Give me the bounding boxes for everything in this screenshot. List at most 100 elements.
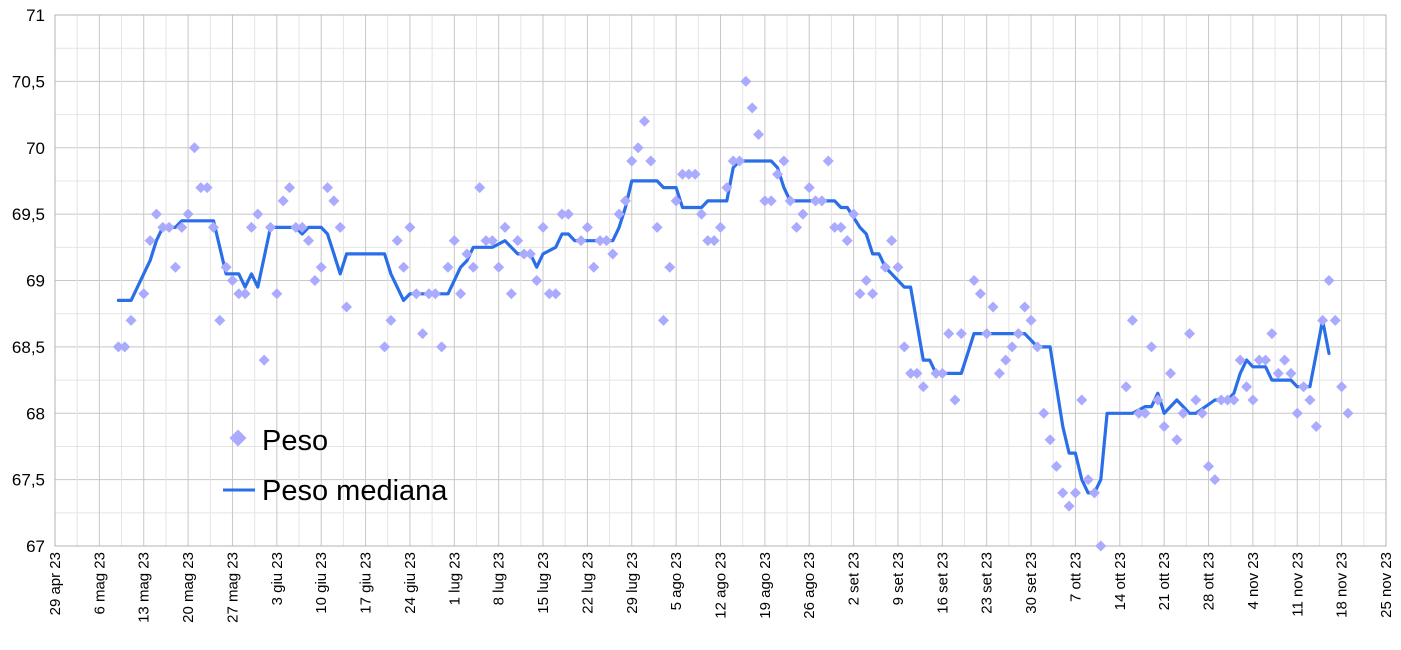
data-point-peso (600, 235, 612, 247)
data-point-peso (702, 235, 714, 247)
y-tick-label: 67 (26, 537, 45, 556)
data-point-peso (676, 168, 688, 180)
y-tick-label: 70 (26, 139, 45, 158)
data-point-peso (1298, 381, 1310, 393)
data-point-peso (398, 261, 410, 273)
data-point-peso (626, 155, 638, 167)
data-point-peso (1031, 341, 1043, 353)
data-point-peso (322, 182, 334, 194)
data-point-peso (480, 235, 492, 247)
data-point-peso (328, 195, 340, 207)
data-point-peso (1095, 540, 1107, 552)
data-point-peso (670, 195, 682, 207)
data-point-peso (886, 235, 898, 247)
data-point-peso (1215, 394, 1227, 406)
data-point-peso (1076, 394, 1088, 406)
data-point-peso (594, 235, 606, 247)
x-tick-label: 6 mag 23 (91, 552, 108, 615)
data-point-peso (841, 235, 853, 247)
data-point-peso (391, 235, 403, 247)
data-point-peso (797, 208, 809, 220)
data-point-peso (1139, 407, 1151, 419)
data-point-peso (632, 142, 644, 154)
data-point-peso (581, 221, 593, 233)
data-point-peso (1126, 314, 1138, 326)
grid (54, 14, 1387, 547)
data-point-peso (816, 195, 828, 207)
data-point-peso (1222, 394, 1234, 406)
data-point-peso (664, 261, 676, 273)
data-point-peso (341, 301, 353, 313)
data-point-peso (1209, 474, 1221, 486)
data-point-peso (334, 221, 346, 233)
data-point-peso (1025, 314, 1037, 326)
data-point-peso (759, 195, 771, 207)
data-point-peso (993, 367, 1005, 379)
data-point-peso (455, 288, 467, 300)
data-point-peso (607, 248, 619, 260)
y-tick-label: 70,5 (12, 72, 45, 91)
data-point-peso (169, 261, 181, 273)
data-point-peso (1247, 394, 1259, 406)
data-point-peso (518, 248, 530, 260)
data-point-peso (112, 341, 124, 353)
x-tick-label: 23 set 23 (979, 552, 996, 614)
x-tick-label: 7 ott 23 (1067, 552, 1084, 602)
data-point-peso (740, 75, 752, 87)
x-tick-label: 4 nov 23 (1245, 552, 1262, 610)
data-point-peso (981, 328, 993, 340)
data-point-peso (1228, 394, 1240, 406)
data-point-peso (423, 288, 435, 300)
x-tick-label: 2 set 23 (846, 552, 863, 605)
data-point-peso (974, 288, 986, 300)
legend-peso-mediana-label: Peso mediana (262, 475, 448, 507)
data-point-peso (195, 182, 207, 194)
data-point-peso (765, 195, 777, 207)
data-point-peso (1203, 460, 1215, 472)
data-point-peso (695, 208, 707, 220)
data-point-peso (575, 235, 587, 247)
x-tick-label: 5 ago 23 (668, 552, 685, 610)
data-point-peso (410, 288, 422, 300)
data-point-peso (505, 288, 517, 300)
x-tick-label: 11 nov 23 (1289, 552, 1306, 617)
data-point-peso (309, 275, 321, 286)
data-point-peso (1304, 394, 1316, 406)
data-point-peso (848, 208, 860, 220)
data-point-peso (493, 261, 505, 273)
data-point-peso (657, 314, 669, 326)
data-point-peso (892, 261, 904, 273)
data-point-peso (531, 275, 543, 286)
data-point-peso (1038, 407, 1050, 419)
legend-peso-marker (229, 429, 247, 447)
data-point-peso (1006, 341, 1018, 353)
x-tick-label: 8 lug 23 (491, 552, 508, 605)
data-point-peso (474, 182, 486, 194)
data-point-peso (550, 288, 562, 300)
data-point-peso (911, 367, 923, 379)
data-point-peso (315, 261, 327, 273)
data-point-peso (1279, 354, 1291, 366)
data-point-peso (233, 288, 245, 300)
data-point-peso (727, 155, 739, 167)
data-point-peso (784, 195, 796, 207)
data-point-peso (385, 314, 397, 326)
data-point-peso (562, 208, 574, 220)
data-point-peso (905, 367, 917, 379)
data-point-peso (689, 168, 701, 180)
x-tick-label: 22 lug 23 (579, 552, 596, 614)
data-point-peso (404, 221, 416, 233)
data-point-peso (1088, 487, 1100, 499)
data-point-peso (138, 288, 150, 300)
data-point-peso (867, 288, 879, 300)
data-point-peso (429, 288, 441, 300)
data-point-peso (1253, 354, 1265, 366)
data-point-peso (467, 261, 479, 273)
data-point-peso (499, 221, 511, 233)
data-point-peso (264, 221, 276, 233)
x-tick-label: 15 lug 23 (535, 552, 552, 614)
data-point-peso (955, 328, 967, 340)
data-point-peso (879, 261, 891, 273)
x-tick-label: 25 nov 23 (1378, 552, 1395, 618)
data-point-peso (1019, 301, 1031, 313)
